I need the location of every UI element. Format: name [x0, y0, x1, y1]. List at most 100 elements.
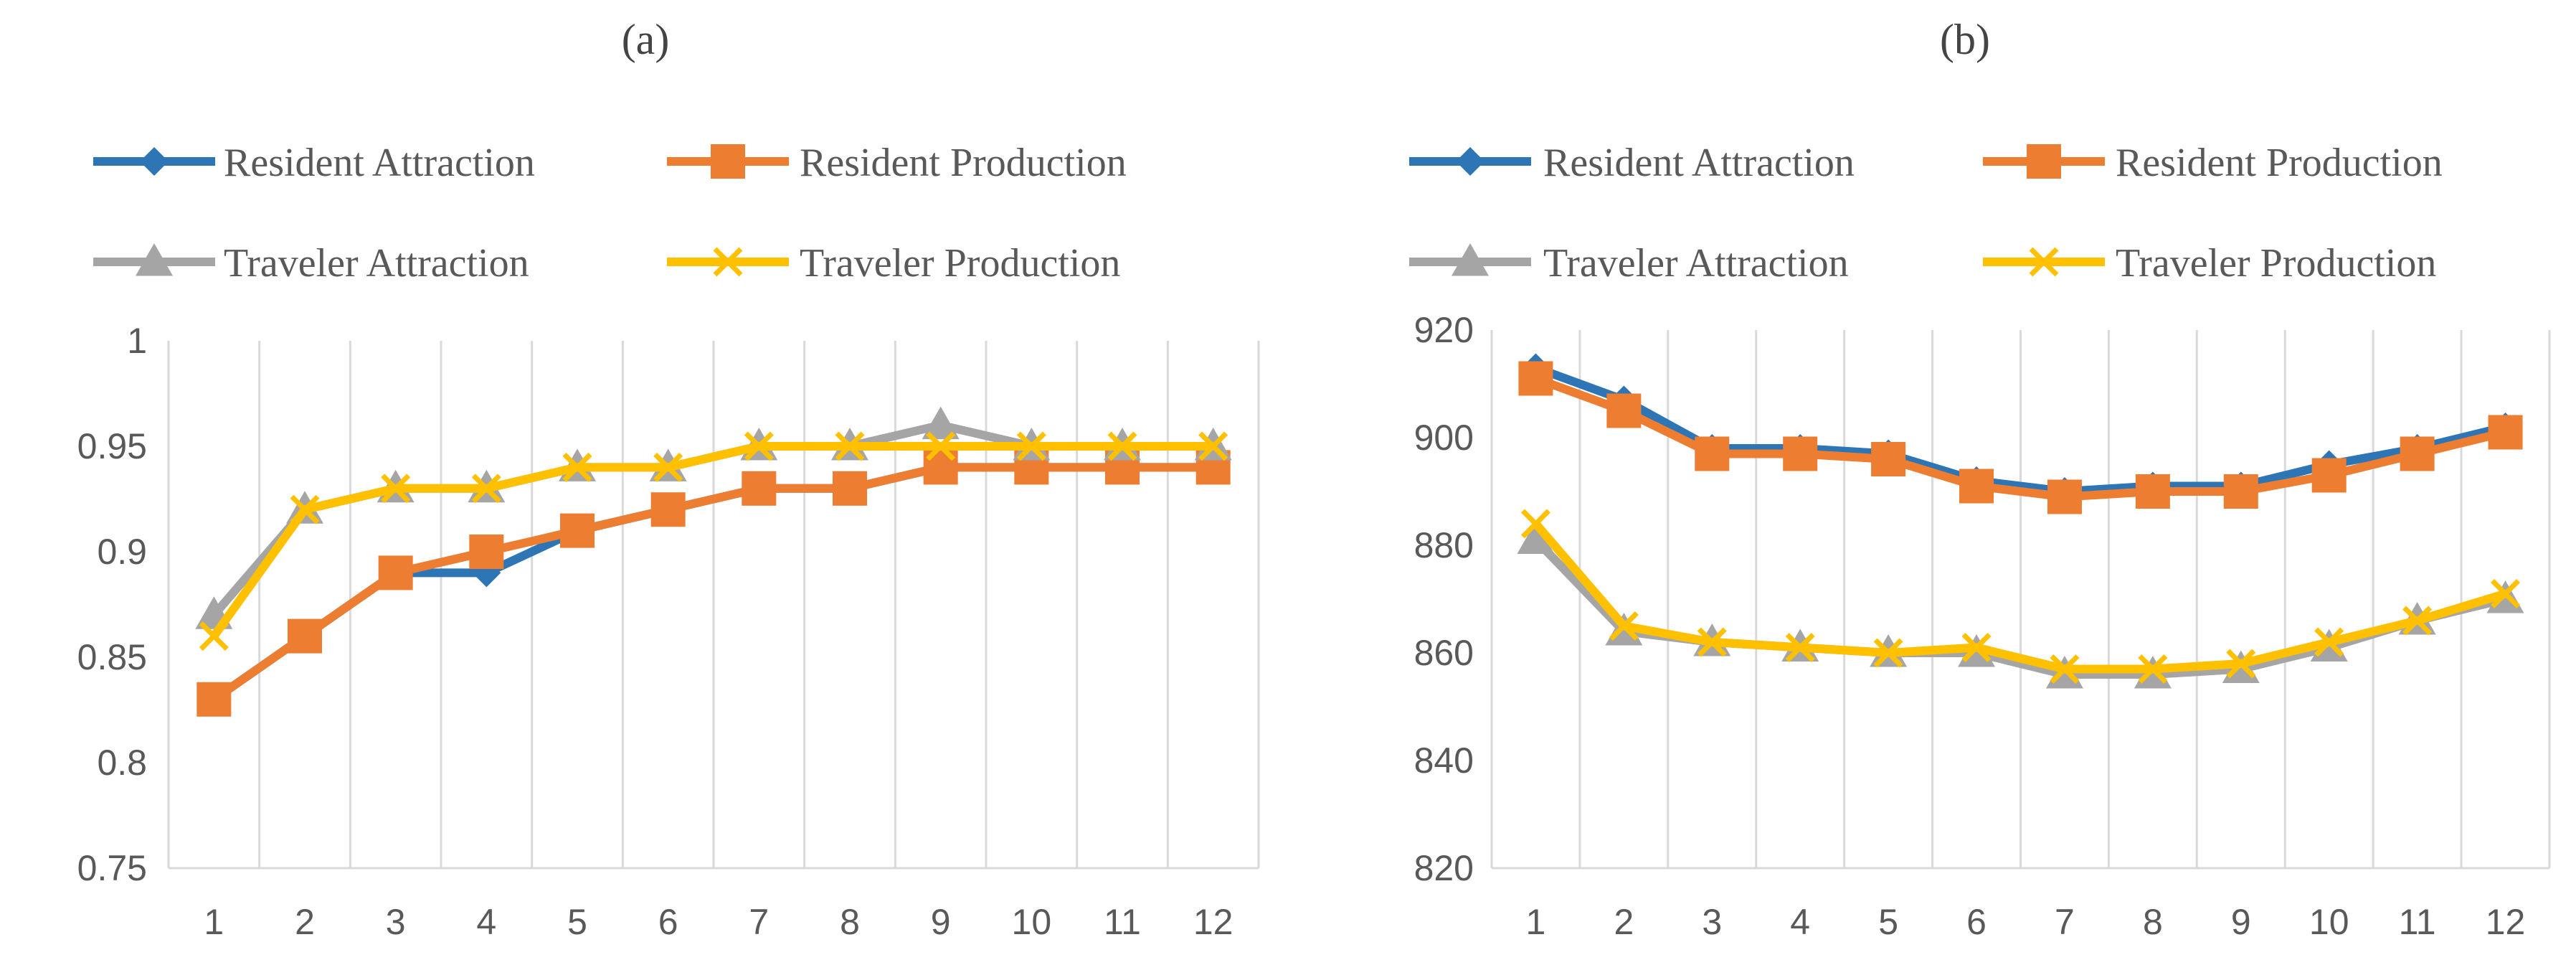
- panel-a-data-point: [742, 471, 777, 506]
- panel-b-legend-item: Traveler Production: [1983, 241, 2436, 286]
- panel-b-legend-label: Traveler Attraction: [1543, 241, 1849, 286]
- panel-a-data-point: [290, 494, 320, 524]
- panel-b-data-point: [1517, 521, 1555, 554]
- panel-b-data-point: [1873, 638, 1903, 668]
- panel-b-legend-item: Traveler Attraction: [1409, 241, 1849, 286]
- panel-b-data-point: [2223, 474, 2258, 509]
- panel-b-legend: Resident Attraction Resident Production Tr…: [1409, 141, 2443, 286]
- panel-b-x-tick-label: 6: [1966, 902, 1987, 942]
- panel-a-data-point: [471, 474, 501, 504]
- panel-a-legend-marker-diamond: [140, 147, 169, 176]
- panel-a-y-tick-label: 0.9: [97, 532, 147, 572]
- panel-a-data-point: [199, 621, 229, 651]
- panel-a-legend-label: Resident Attraction: [224, 141, 535, 185]
- panel-b-y-tick-label: 820: [1414, 848, 1474, 888]
- panel-b-data-point: [2311, 458, 2347, 493]
- panel-b-legend-marker-x: [2029, 247, 2059, 277]
- panel-a-data-point: [196, 682, 232, 717]
- panel-a-y-tick-label: 1: [127, 321, 147, 361]
- panel-a-data-point: [922, 406, 960, 440]
- panel-b-data-point: [1697, 627, 1727, 657]
- panel-a-data-point: [833, 471, 867, 506]
- panel-a-x-tick-label: 7: [749, 902, 769, 942]
- panel-b-data-point: [1606, 393, 1642, 428]
- panel-a-chart: (a) Resident Attraction Resident Producti…: [77, 16, 1260, 942]
- panel-b-data-point: [2314, 627, 2344, 657]
- panel-b-x-tick-label: 1: [1526, 902, 1546, 942]
- panel-a-legend-item: Traveler Production: [667, 241, 1120, 286]
- panel-b-legend-item: Resident Attraction: [1409, 141, 1855, 185]
- panel-a-data-point: [562, 452, 592, 482]
- panel-a-grid: [167, 341, 1260, 870]
- panel-a-legend-label: Resident Production: [800, 141, 1127, 185]
- panel-a-data-point: [378, 555, 413, 590]
- panel-b-data-point: [2135, 474, 2170, 509]
- panel-a-data-point: [288, 618, 322, 654]
- panel-a-data-point: [560, 513, 595, 548]
- panel-b-legend-marker-triangle: [1452, 243, 1489, 276]
- panel-b-series-traveler-production: [1520, 509, 2521, 684]
- panel-a-data-point: [653, 452, 683, 482]
- panel-a-x-tick-label: 10: [1012, 902, 1052, 942]
- panel-a-x-tick-label: 9: [931, 902, 951, 942]
- panel-b-x-tick-label: 7: [2055, 902, 2075, 942]
- panel-b-data-point: [2138, 654, 2168, 684]
- panel-a-x-tick-label: 4: [476, 902, 496, 942]
- panel-b-data-point: [2400, 436, 2435, 471]
- panel-a-x-tick-label: 8: [840, 902, 860, 942]
- panel-b-data-point: [1609, 611, 1639, 641]
- panel-b-data-point: [2050, 654, 2080, 684]
- panel-a-label: (a): [622, 16, 670, 63]
- panel-b-legend-label: Traveler Production: [2116, 241, 2436, 286]
- panel-b-data-point: [1959, 469, 1994, 504]
- panel-a-x-tick-label: 12: [1193, 902, 1233, 942]
- panel-b-data-point: [1695, 436, 1730, 471]
- panel-a-x-tick-label: 6: [658, 902, 678, 942]
- panel-a-data-point: [744, 431, 774, 461]
- panel-a-data-point: [1198, 431, 1228, 461]
- panel-b-legend-marker-square: [2027, 144, 2061, 179]
- panel-a-series-traveler-production: [199, 431, 1228, 651]
- panel-b-x-tick-label: 4: [1790, 902, 1810, 942]
- panel-b-x-tick-label: 8: [2143, 902, 2163, 942]
- panel-b-chart: (b) Resident Attraction Resident Producti…: [1409, 16, 2551, 942]
- panel-a-y-tick-label: 0.75: [77, 848, 147, 888]
- panel-b-data-point: [1520, 509, 1550, 539]
- panel-b-x-tick-label: 9: [2231, 902, 2251, 942]
- panel-a-legend-marker-square: [711, 144, 745, 179]
- panel-a-x-tick-label: 1: [204, 902, 224, 942]
- panel-a-y-tick-label: 0.95: [77, 426, 147, 466]
- panel-b-x-tick-label: 5: [1878, 902, 1898, 942]
- panel-b-data-point: [2491, 579, 2521, 608]
- panel-a-legend-marker-x: [713, 247, 743, 277]
- panel-b-data-point: [1961, 633, 1992, 662]
- panel-b-data-point: [2402, 606, 2433, 636]
- panel-a-data-point: [381, 474, 411, 504]
- panel-a-data-point: [926, 431, 956, 461]
- panel-b-series-resident-production: [1518, 361, 2523, 514]
- panel-a-x-tick-label: 2: [295, 902, 315, 942]
- panel-b-data-point: [1783, 436, 1818, 471]
- panel-b-legend-item: Resident Production: [1983, 141, 2443, 185]
- panel-a-legend-marker-triangle: [136, 243, 173, 276]
- panel-a-y-tick-label: 0.8: [97, 743, 147, 783]
- panel-b-y-tick-label: 840: [1414, 740, 1474, 781]
- panel-b-y-tick-label: 900: [1414, 418, 1474, 458]
- panel-a-x-tick-label: 3: [386, 902, 406, 942]
- panel-b-legend-marker-diamond: [1456, 147, 1484, 176]
- panel-b-y-tick-label: 860: [1414, 633, 1474, 673]
- panel-a-data-point: [650, 492, 686, 527]
- panel-b-data-point: [1518, 361, 1553, 396]
- panel-a-data-point: [469, 535, 504, 569]
- panel-a-x-tick-label: 11: [1104, 902, 1141, 942]
- panel-b-data-point: [2226, 649, 2256, 679]
- panel-b-data-point: [1871, 442, 1906, 476]
- panel-a-x-axis: 1 2 3 4 5 6 7 8 9 10 11 12: [204, 902, 1233, 942]
- panel-a-legend-item: Resident Production: [667, 141, 1127, 185]
- panel-b-label: (b): [1940, 16, 1990, 63]
- panel-b-data-point: [2488, 415, 2523, 450]
- panel-b-legend-label: Resident Production: [2116, 141, 2443, 185]
- panel-b-series-line: [1532, 521, 2507, 674]
- panel-a-x-tick-label: 5: [567, 902, 587, 942]
